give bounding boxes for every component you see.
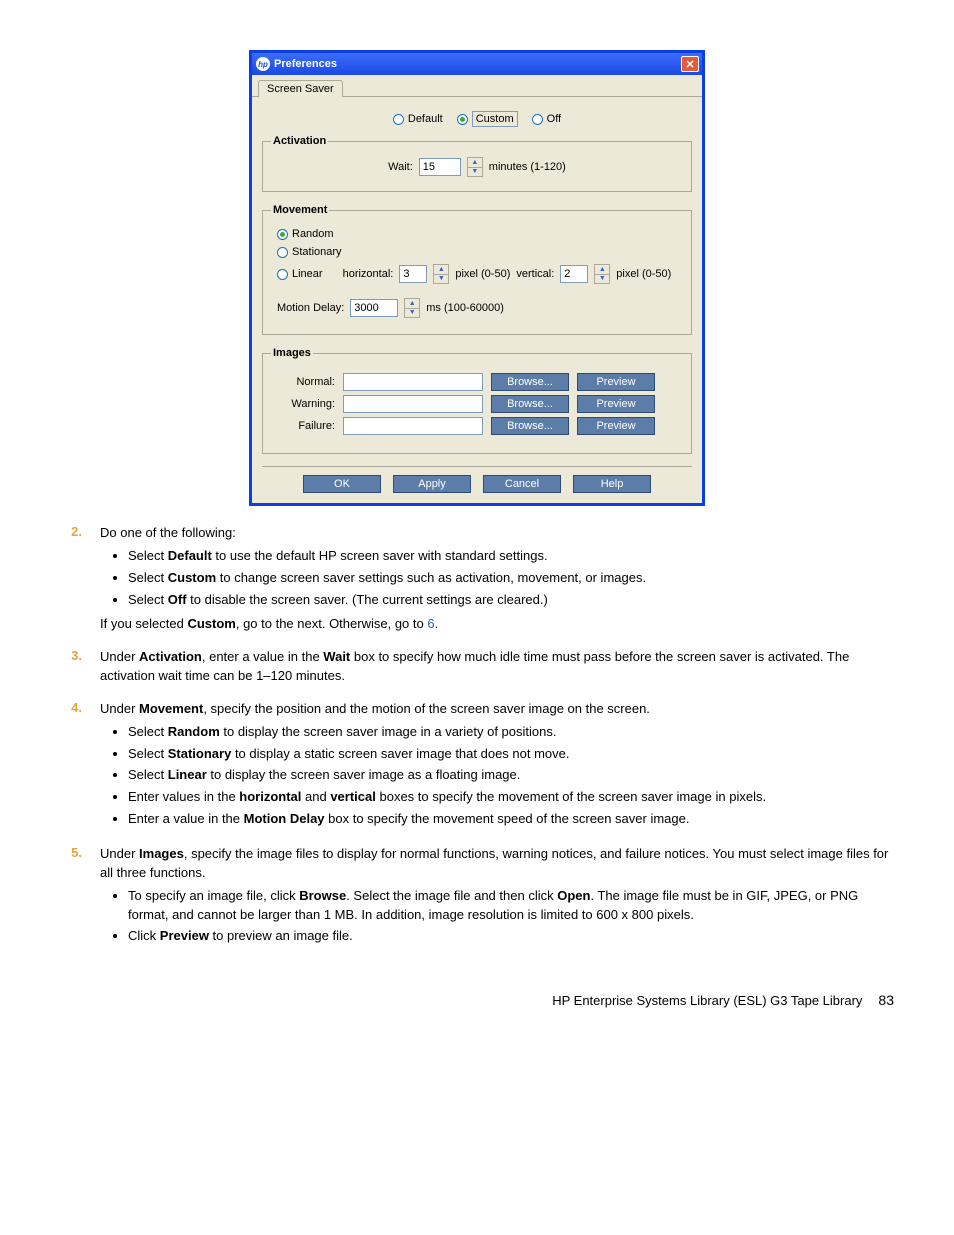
step3-text: Under Activation, enter a value in the W…: [100, 648, 894, 686]
warning-browse-button[interactable]: Browse...: [491, 395, 569, 413]
vertical-input[interactable]: [560, 265, 588, 283]
step2-bullet1: Select Default to use the default HP scr…: [128, 547, 894, 566]
cancel-button[interactable]: Cancel: [483, 475, 561, 493]
ok-button[interactable]: OK: [303, 475, 381, 493]
activation-group: Activation Wait: ▲▼ minutes (1-120): [262, 135, 692, 192]
step5-lead: Under Images, specify the image files to…: [100, 845, 894, 883]
radio-stationary[interactable]: Stationary: [277, 246, 677, 258]
warning-label: Warning:: [271, 398, 335, 410]
step4-bullet2: Select Stationary to display a static sc…: [128, 745, 894, 764]
vertical-range: pixel (0-50): [616, 268, 671, 280]
radio-custom[interactable]: Custom: [457, 111, 518, 127]
failure-preview-button[interactable]: Preview: [577, 417, 655, 435]
step-number: 3.: [60, 648, 82, 663]
motion-delay-input[interactable]: [350, 299, 398, 317]
step2-lead: Do one of the following:: [100, 524, 894, 543]
vertical-label: vertical:: [516, 268, 554, 280]
step2-tail: If you selected Custom, go to the next. …: [100, 615, 894, 634]
instructions: 2. Do one of the following: Select Defau…: [60, 524, 894, 952]
images-group: Images Normal: Browse... Preview Warning…: [262, 347, 692, 454]
motion-delay-range: ms (100-60000): [426, 302, 504, 314]
step4-bullet4: Enter values in the horizontal and verti…: [128, 788, 894, 807]
radio-linear[interactable]: Linear: [277, 268, 323, 280]
horizontal-input[interactable]: [399, 265, 427, 283]
horizontal-label: horizontal:: [343, 268, 394, 280]
motion-delay-label: Motion Delay:: [277, 302, 344, 314]
normal-input[interactable]: [343, 373, 483, 391]
step5-bullet1: To specify an image file, click Browse. …: [128, 887, 894, 925]
footer-text: HP Enterprise Systems Library (ESL) G3 T…: [552, 993, 862, 1008]
hp-logo-icon: hp: [256, 57, 270, 71]
failure-label: Failure:: [271, 420, 335, 432]
wait-range: minutes (1-120): [489, 161, 566, 173]
radio-default[interactable]: Default: [393, 113, 443, 125]
failure-browse-button[interactable]: Browse...: [491, 417, 569, 435]
images-legend: Images: [271, 347, 313, 359]
movement-legend: Movement: [271, 204, 329, 216]
step4-bullet3: Select Linear to display the screen save…: [128, 766, 894, 785]
help-button[interactable]: Help: [573, 475, 651, 493]
movement-group: Movement Random Stationary: [262, 204, 692, 335]
tab-screen-saver[interactable]: Screen Saver: [258, 80, 343, 97]
vertical-spinner[interactable]: ▲▼: [594, 264, 610, 284]
step4-lead: Under Movement, specify the position and…: [100, 700, 894, 719]
normal-label: Normal:: [271, 376, 335, 388]
wait-input[interactable]: [419, 158, 461, 176]
warning-input[interactable]: [343, 395, 483, 413]
wait-spinner[interactable]: ▲▼: [467, 157, 483, 177]
failure-input[interactable]: [343, 417, 483, 435]
step5-bullet2: Click Preview to preview an image file.: [128, 927, 894, 946]
step-number: 2.: [60, 524, 82, 539]
step2-bullet3: Select Off to disable the screen saver. …: [128, 591, 894, 610]
step2-bullet2: Select Custom to change screen saver set…: [128, 569, 894, 588]
dialog-title: Preferences: [274, 58, 337, 70]
wait-label: Wait:: [388, 161, 413, 173]
horizontal-range: pixel (0-50): [455, 268, 510, 280]
step4-bullet5: Enter a value in the Motion Delay box to…: [128, 810, 894, 829]
close-icon[interactable]: ✕: [681, 56, 699, 72]
step4-bullet1: Select Random to display the screen save…: [128, 723, 894, 742]
preferences-dialog: hp Preferences ✕ Screen Saver Default Cu…: [249, 50, 705, 506]
apply-button[interactable]: Apply: [393, 475, 471, 493]
page-number: 83: [878, 992, 894, 1008]
radio-random[interactable]: Random: [277, 228, 677, 240]
radio-off[interactable]: Off: [532, 113, 561, 125]
step-number: 5.: [60, 845, 82, 860]
motion-delay-spinner[interactable]: ▲▼: [404, 298, 420, 318]
activation-legend: Activation: [271, 135, 328, 147]
step-number: 4.: [60, 700, 82, 715]
warning-preview-button[interactable]: Preview: [577, 395, 655, 413]
normal-browse-button[interactable]: Browse...: [491, 373, 569, 391]
normal-preview-button[interactable]: Preview: [577, 373, 655, 391]
titlebar: hp Preferences ✕: [252, 53, 702, 75]
horizontal-spinner[interactable]: ▲▼: [433, 264, 449, 284]
